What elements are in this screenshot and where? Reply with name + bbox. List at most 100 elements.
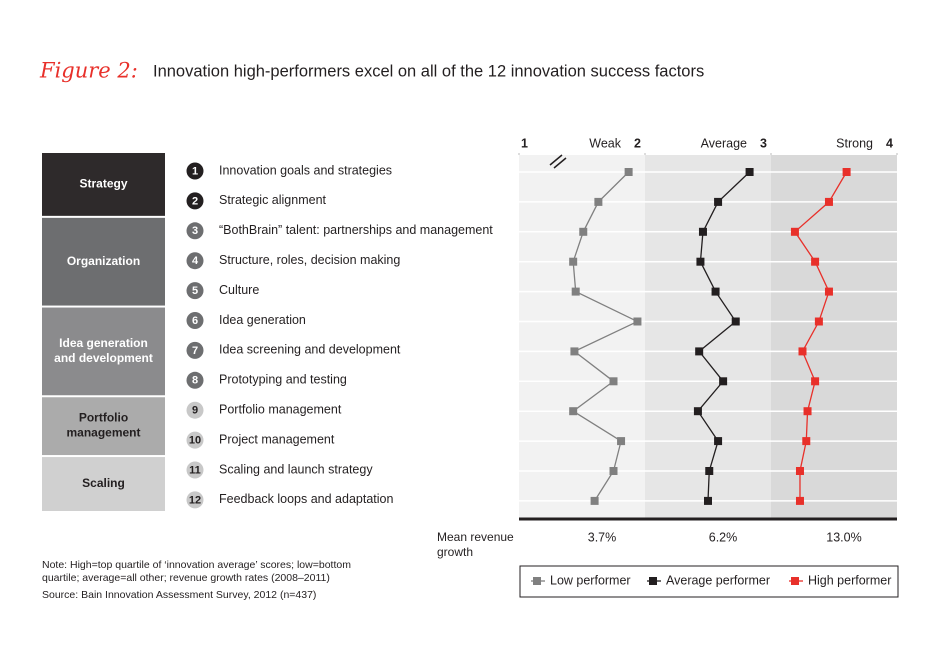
factor-number: 2: [192, 195, 198, 207]
number-badge: [186, 371, 204, 389]
marker: [811, 257, 820, 266]
number-badge: [186, 491, 204, 509]
factor-number: 1: [192, 165, 198, 177]
marker: [579, 227, 588, 236]
note: Note: High=top quartile of ‘innovation a…: [42, 559, 351, 584]
group-box: [42, 307, 165, 396]
factor-label: Prototyping and testing: [219, 373, 347, 387]
growth-value: 3.7%: [588, 530, 617, 544]
number-badge: [186, 222, 204, 240]
note-line: quartile; average=all other; revenue gro…: [42, 572, 330, 584]
group-label-line: Idea generation: [59, 336, 148, 350]
growth-value: 13.0%: [826, 530, 861, 544]
factor-label: Strategic alignment: [219, 193, 327, 207]
factor-number: 10: [189, 435, 201, 447]
x-tick-label: 1: [521, 136, 528, 150]
x-tick-label: 2: [634, 136, 641, 150]
number-badge: [186, 312, 204, 329]
factor-label: Innovation goals and strategies: [219, 163, 392, 177]
factor-number: 4: [192, 255, 199, 267]
marker: [714, 197, 723, 206]
factor-label: Feedback loops and adaptation: [219, 492, 393, 506]
series-line: [572, 171, 639, 502]
number-badge: [186, 341, 204, 359]
factor-label: Culture: [219, 283, 259, 297]
marker: [609, 377, 618, 386]
marker: [719, 377, 728, 386]
growth-label-line: growth: [437, 545, 473, 559]
marker: [790, 227, 799, 236]
factor-number: 3: [192, 225, 198, 237]
band: [771, 155, 897, 519]
marker: [824, 287, 833, 296]
marker: [633, 317, 642, 326]
band: [645, 155, 771, 519]
zone-label: Strong: [836, 136, 873, 150]
factor-label: Structure, roles, decision making: [219, 253, 400, 267]
marker: [569, 407, 578, 416]
factor-number: 9: [192, 405, 198, 417]
group-box: [42, 153, 165, 216]
marker: [824, 197, 833, 206]
marker: [814, 317, 823, 326]
marker: [802, 437, 811, 446]
factor-label: Portfolio management: [219, 402, 342, 416]
factor-number: 11: [189, 464, 201, 476]
marker: [693, 407, 702, 416]
marker: [842, 168, 851, 176]
marker: [803, 407, 812, 416]
number-badge: [186, 401, 204, 419]
legend-label: Low performer: [550, 573, 631, 587]
legend-marker: [791, 577, 799, 585]
legend-marker: [533, 577, 541, 585]
group-label-line: Portfolio: [79, 411, 128, 425]
group-label: Idea generation and development: [54, 336, 153, 365]
zone-label: Weak: [589, 136, 621, 150]
marker: [569, 257, 578, 266]
marker: [698, 227, 707, 236]
number-badge: [186, 431, 204, 449]
factor-number: 5: [192, 285, 198, 297]
factor-label: Idea screening and development: [219, 343, 401, 357]
x-tick-label: 4: [886, 136, 893, 150]
factor-label: Idea generation: [219, 313, 306, 327]
marker: [704, 496, 712, 505]
number-badge: [186, 252, 204, 270]
marker: [795, 496, 804, 505]
number-badge: [186, 162, 204, 180]
marker: [745, 168, 754, 176]
zone-label: Average: [701, 136, 747, 150]
legend-marker: [649, 577, 657, 585]
group-label-line: and development: [54, 351, 153, 365]
marker: [617, 437, 626, 446]
source: Source: Bain Innovation Assessment Surve…: [42, 589, 316, 601]
series-line: [697, 171, 751, 501]
factor-label: Scaling and launch strategy: [219, 462, 373, 476]
group-box: [42, 457, 165, 511]
chart-title: Innovation high-performers excel on all …: [153, 62, 704, 80]
title-prefix: Figure 2:: [39, 59, 138, 83]
band: [519, 155, 645, 519]
marker: [705, 467, 714, 475]
factor-number: 7: [192, 345, 198, 357]
marker: [714, 437, 723, 446]
growth-value: 6.2%: [709, 530, 738, 544]
marker: [594, 197, 603, 206]
factor-number: 8: [192, 375, 198, 387]
group-label: Organization: [67, 254, 140, 268]
series-line: [794, 171, 848, 501]
legend-label: Average performer: [666, 573, 770, 587]
legend-box: [519, 565, 899, 598]
marker: [811, 377, 820, 386]
marker: [570, 347, 579, 356]
legend-label: High performer: [808, 573, 891, 587]
number-badge: [186, 192, 204, 210]
marker: [624, 168, 633, 176]
marker: [695, 347, 704, 356]
group-box: [42, 397, 165, 456]
factor-number: 6: [192, 315, 198, 327]
marker: [590, 496, 599, 505]
factor-number: 12: [189, 494, 201, 506]
marker: [795, 467, 804, 475]
marker: [696, 257, 705, 266]
